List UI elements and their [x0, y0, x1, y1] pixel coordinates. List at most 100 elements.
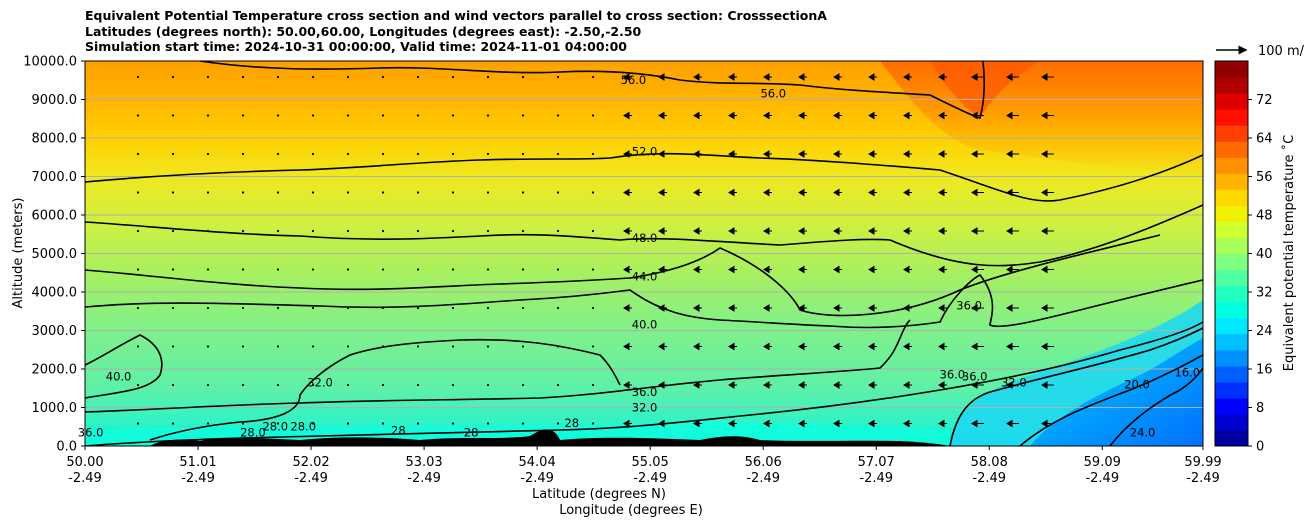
- wind-vector: [833, 111, 842, 120]
- wind-vector: [728, 265, 737, 274]
- wind-vector: [416, 345, 420, 348]
- colorbar-bin: [1215, 237, 1248, 254]
- contour-label: 32.0: [1001, 375, 1027, 389]
- y-tick-label: 7000.0: [32, 170, 78, 185]
- wind-vector: [763, 265, 772, 274]
- wind-vector: [798, 150, 807, 158]
- wind-vector: [591, 268, 595, 271]
- wind-vector: [1006, 304, 1019, 312]
- x-tick-label-lon: -2.49: [972, 471, 1006, 486]
- wind-vector: [241, 191, 245, 194]
- x-axis-label-longitude: Longitude (degrees E): [559, 503, 703, 518]
- contour-label: 36.0: [962, 370, 988, 384]
- wind-vector: [451, 152, 455, 156]
- wind-vector: [728, 111, 737, 120]
- wind-vector: [311, 75, 315, 79]
- wind-vector: [693, 304, 702, 312]
- wind-vector: [381, 152, 385, 156]
- colorbar-bin: [1215, 285, 1248, 303]
- wind-vector: [171, 383, 175, 387]
- wind-vector: [971, 150, 984, 158]
- wind-vector: [171, 229, 175, 233]
- wind-vector: [1041, 381, 1054, 389]
- wind-vector: [451, 383, 455, 387]
- colorbar-tick-label: 48: [1256, 209, 1273, 224]
- wind-vector: [276, 422, 280, 425]
- wind-vector: [729, 459, 737, 465]
- wind-vector: [798, 419, 807, 428]
- wind-vector: [346, 114, 350, 117]
- wind-vector: [451, 345, 455, 348]
- y-tick-label: 3000.0: [32, 324, 78, 339]
- wind-vector: [452, 461, 454, 463]
- contour-line: [1019, 354, 1203, 446]
- contour-line: [199, 61, 931, 96]
- colorbar-tick-label: 64: [1256, 132, 1273, 147]
- wind-vector: [938, 227, 947, 235]
- cold-region: [1030, 338, 1203, 446]
- wind-vector: [623, 227, 632, 235]
- wind-vector: [277, 461, 279, 463]
- contour-label: 28: [391, 423, 406, 437]
- contour-line: [149, 338, 621, 441]
- wind-vector: [137, 461, 139, 463]
- colorbar-bin: [1215, 61, 1248, 78]
- wind-vector: [451, 114, 455, 117]
- contour-label: 52.0: [632, 144, 658, 158]
- colorbar-bin: [1215, 125, 1248, 142]
- colorbar-bin: [1215, 141, 1248, 158]
- wind-vector: [693, 227, 702, 235]
- wind-vector: [1006, 227, 1019, 235]
- wind-vector: [136, 422, 140, 425]
- colorbar-tick-label: 72: [1256, 93, 1273, 108]
- wind-vector: [1041, 227, 1054, 235]
- wind-vector: [241, 114, 245, 117]
- wind-vector: [693, 188, 702, 197]
- wind-vector: [486, 345, 490, 348]
- contour-line: [929, 61, 986, 120]
- wind-vector: [904, 459, 912, 465]
- wind-vector: [556, 75, 560, 79]
- wind-vector: [938, 111, 947, 120]
- wind-vector: [833, 188, 842, 197]
- wind-vector: [763, 304, 772, 312]
- wind-vector: [136, 114, 140, 117]
- wind-vector: [728, 342, 737, 351]
- wind-vector: [136, 306, 140, 310]
- contour-label: 36.0: [78, 425, 104, 439]
- contour-label: 40.0: [106, 370, 132, 384]
- wind-vector: [521, 383, 525, 387]
- wind-vector: [486, 191, 490, 194]
- wind-vector: [381, 229, 385, 233]
- wind-vector: [521, 114, 525, 117]
- wind-vector: [833, 419, 842, 428]
- wind-vector: [798, 111, 807, 120]
- wind-vector: [241, 152, 245, 156]
- wind-vector: [521, 268, 525, 271]
- wind-vector: [938, 188, 947, 197]
- x-tick-label-lon: -2.49: [746, 471, 780, 486]
- wind-vector: [1041, 150, 1054, 158]
- contour-label: 20.0: [1124, 377, 1150, 391]
- wind-vector: [486, 422, 490, 425]
- x-tick-label-lat: 59.09: [1084, 455, 1121, 470]
- wind-vector: [728, 381, 737, 389]
- colorbar-bin: [1215, 365, 1248, 383]
- wind-vector: [311, 114, 315, 117]
- x-tick-label-lon: -2.49: [520, 471, 554, 486]
- wind-vector: [416, 383, 420, 387]
- wind-vector: [241, 229, 245, 233]
- chart-title: Equivalent Potential Temperature cross s…: [85, 8, 827, 55]
- wind-vector: [276, 268, 280, 271]
- wind-vector: [381, 383, 385, 387]
- contour-label: 36.0: [956, 298, 982, 312]
- wind-vector: [381, 75, 385, 79]
- y-tick-label: 5000.0: [32, 247, 78, 262]
- contour-label: 56.0: [760, 87, 786, 101]
- wind-vector: [591, 114, 595, 117]
- wind-vector: [206, 345, 210, 348]
- wind-vector: [693, 111, 702, 120]
- wind-vector: [487, 461, 489, 463]
- wind-vector: [416, 75, 420, 79]
- wind-vector: [416, 306, 420, 310]
